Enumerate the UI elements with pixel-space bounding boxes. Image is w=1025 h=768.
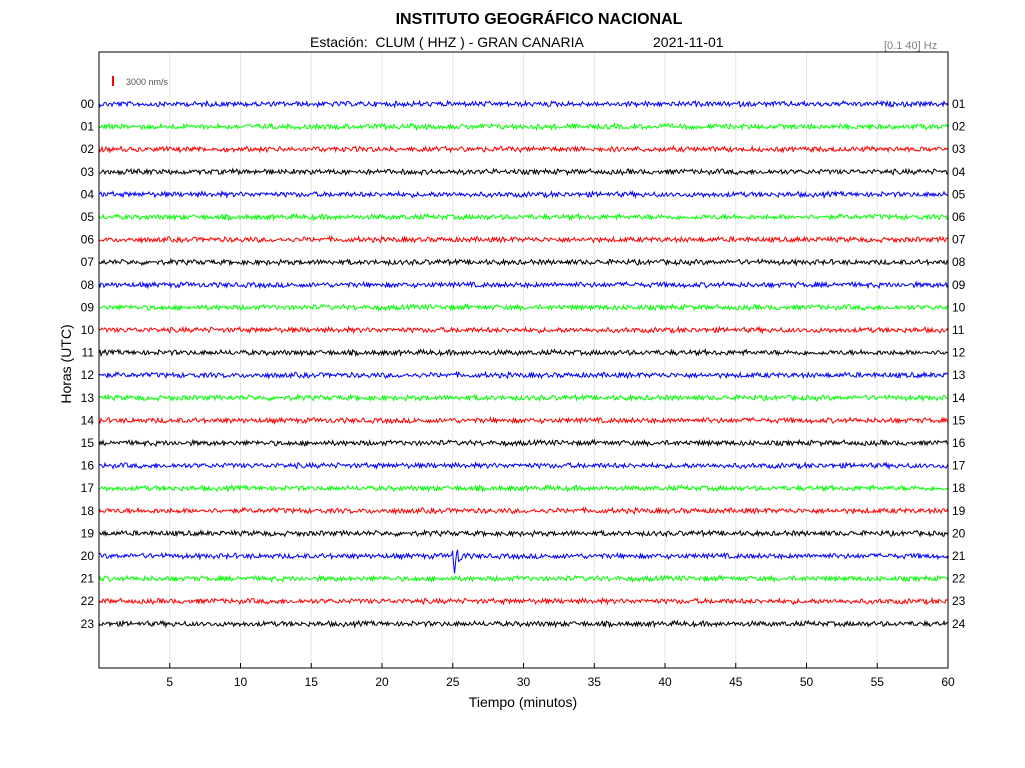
hour-label-left: 03	[81, 165, 95, 179]
trace-line	[98, 574, 949, 584]
hour-label-right: 19	[952, 504, 966, 518]
hour-label-right: 06	[952, 210, 966, 224]
hour-label-left: 19	[81, 526, 95, 540]
hour-label-left: 00	[81, 97, 95, 111]
x-tick-label: 60	[941, 675, 955, 689]
hour-label-left: 07	[81, 255, 95, 269]
station-info: Estación: CLUM ( HHZ ) - GRAN CANARIA	[310, 34, 584, 50]
x-tick-label: 35	[588, 675, 602, 689]
filter-band: [0.1 40] Hz	[884, 40, 938, 52]
record-date: 2021-11-01	[653, 34, 724, 50]
hour-label-right: 11	[952, 323, 965, 337]
hour-label-left: 18	[81, 504, 95, 518]
x-tick-label: 5	[166, 675, 173, 689]
hour-label-right: 21	[952, 549, 966, 563]
trace-line	[98, 144, 949, 154]
hour-label-left: 21	[81, 572, 95, 586]
hour-label-left: 20	[81, 549, 95, 563]
x-tick-label: 30	[517, 675, 531, 689]
hour-label-right: 09	[952, 278, 966, 292]
trace-line	[98, 619, 949, 629]
left-hour-labels: 00 01 02 03 04 05 06 07 08 09 10 11 12 13 14 15 16 17 18 19…	[81, 97, 95, 631]
trace-line	[98, 257, 949, 267]
hour-label-left: 01	[81, 120, 95, 134]
trace-line	[99, 528, 949, 538]
hour-label-right: 07	[952, 233, 966, 247]
trace-line	[98, 370, 949, 380]
x-tick-label: 20	[375, 675, 389, 689]
trace-line	[98, 393, 949, 403]
x-axis: 5 10 15 20 25 30 35 40 45 50 55 60	[166, 663, 955, 689]
hour-label-left: 02	[81, 142, 95, 156]
hour-label-right: 22	[952, 572, 966, 586]
trace-line	[98, 348, 949, 358]
trace-line	[98, 212, 949, 222]
seismic-traces	[98, 99, 949, 629]
hour-label-right: 18	[952, 481, 966, 495]
hour-label-right: 10	[952, 300, 966, 314]
x-tick-label: 55	[871, 675, 885, 689]
trace-line	[98, 325, 949, 335]
hour-label-right: 04	[952, 165, 966, 179]
hour-label-right: 17	[952, 459, 966, 473]
hour-label-right: 01	[952, 97, 966, 111]
trace-line	[98, 99, 949, 109]
hour-label-left: 10	[81, 323, 95, 337]
trace-line	[98, 549, 949, 574]
hour-label-left: 23	[81, 617, 95, 631]
hour-label-left: 14	[81, 413, 95, 427]
trace-line	[98, 189, 949, 200]
chart-title: INSTITUTO GEOGRÁFICO NACIONAL	[395, 11, 683, 28]
trace-line	[98, 280, 949, 290]
right-hour-labels: 01 02 03 04 05 06 07 08 09 10 11 12 13 14 15 16 17 18 19 20…	[952, 97, 966, 631]
hour-label-left: 04	[81, 187, 95, 201]
x-axis-label: Tiempo (minutos)	[469, 694, 577, 710]
trace-line	[98, 483, 949, 494]
hour-label-right: 16	[952, 436, 966, 450]
trace-line	[98, 506, 949, 516]
x-tick-label: 10	[234, 675, 248, 689]
x-tick-label: 45	[729, 675, 743, 689]
x-tick-label: 50	[800, 675, 814, 689]
hour-label-left: 13	[81, 391, 95, 405]
trace-line	[98, 438, 949, 448]
hour-label-right: 08	[952, 255, 966, 269]
hour-label-left: 08	[81, 278, 95, 292]
hour-label-right: 14	[952, 391, 966, 405]
hour-label-left: 06	[81, 233, 95, 247]
hour-label-left: 17	[81, 481, 95, 495]
trace-line	[98, 302, 949, 312]
x-tick-label: 40	[658, 675, 672, 689]
hour-label-left: 22	[81, 594, 95, 608]
hour-label-right: 12	[952, 346, 966, 360]
hour-label-right: 20	[952, 526, 966, 540]
trace-line	[98, 461, 949, 471]
trace-line	[98, 235, 949, 245]
hour-label-right: 15	[952, 413, 966, 427]
x-tick-label: 15	[305, 675, 319, 689]
hour-label-right: 23	[952, 594, 966, 608]
hour-label-right: 24	[952, 617, 966, 631]
hour-label-left: 15	[81, 436, 95, 450]
hour-label-right: 13	[952, 368, 966, 382]
trace-line	[98, 167, 949, 177]
scale-bar-label: 3000 nm/s	[126, 77, 169, 87]
hour-label-left: 09	[81, 300, 95, 314]
hour-label-left: 05	[81, 210, 95, 224]
y-axis-label: Horas (UTC)	[58, 324, 74, 403]
hour-label-right: 02	[952, 120, 966, 134]
hour-label-right: 03	[952, 142, 966, 156]
x-tick-label: 25	[446, 675, 460, 689]
hour-label-left: 16	[81, 459, 95, 473]
trace-line	[98, 121, 949, 132]
hour-label-right: 05	[952, 187, 966, 201]
grid-lines	[169, 52, 878, 668]
hour-label-left: 12	[81, 368, 95, 382]
trace-line	[98, 596, 949, 606]
trace-line	[98, 416, 949, 426]
hour-label-left: 11	[82, 346, 95, 360]
